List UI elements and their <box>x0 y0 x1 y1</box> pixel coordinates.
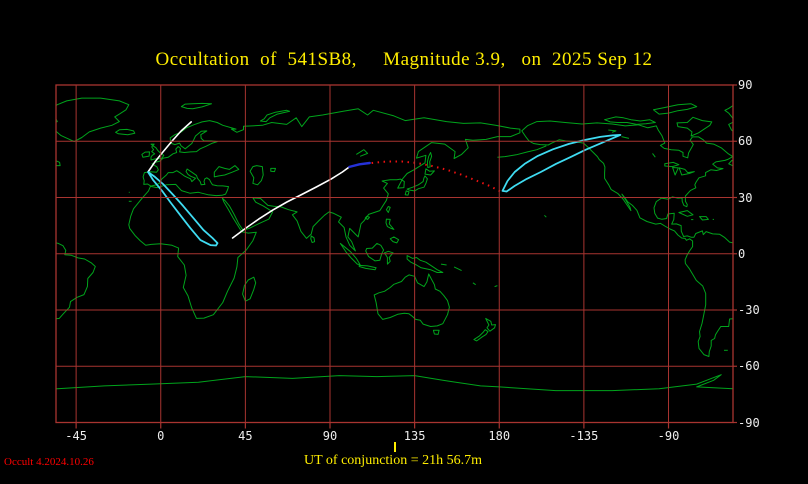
coastline-madagascar <box>242 276 257 302</box>
coastline-lake-michigan <box>0 168 1 176</box>
chart-title: Occultation of 541SB8, Magnitude 3.9, on… <box>155 49 653 70</box>
coastline-sakhalin <box>426 152 433 168</box>
coastline-taiwan <box>385 206 391 213</box>
lon-axis-label: -135 <box>569 429 599 443</box>
map-clipped-layer <box>0 97 808 392</box>
coastline-antarctica <box>56 375 500 390</box>
coastline-cuba <box>2 211 16 217</box>
coastline-svalbard <box>180 102 212 110</box>
axis-ticks <box>75 84 737 429</box>
lon-axis-label: -45 <box>65 429 87 443</box>
coastline-americas <box>521 120 733 357</box>
occultation-star-path-north-limit-west <box>147 121 192 173</box>
coastline-aral-sea <box>270 167 276 173</box>
coastline-vanuatu <box>472 282 476 286</box>
coastline-nz-north <box>485 317 496 332</box>
lat-axis-label: 60 <box>738 134 753 149</box>
coastline-honshu <box>406 175 428 192</box>
occultation-star-path-middle <box>231 166 351 239</box>
coastline-new-guinea <box>406 255 444 273</box>
coastline-lake-superior <box>0 162 2 166</box>
coastline-mindanao <box>389 236 400 244</box>
coastline-newfoundland <box>728 159 733 167</box>
occultation-shadow-loop-east <box>501 133 622 193</box>
coastline-aleutians <box>497 145 547 158</box>
coastline-lake-huron-erie <box>2 168 17 175</box>
coastline-great-slave-lake <box>621 136 630 139</box>
coastline-lake-superior <box>664 161 680 168</box>
coastline-ellesmere <box>653 103 698 115</box>
coastline-black-sea <box>213 165 240 178</box>
coastline-greenland <box>56 97 130 143</box>
lat-axis-label: 0 <box>738 246 746 261</box>
lon-axis-label: 45 <box>238 429 253 443</box>
lon-axis-label: 180 <box>488 429 511 443</box>
coastline-luzon <box>385 218 395 230</box>
coastline-tasmania <box>432 329 440 335</box>
coastline-java <box>358 264 377 271</box>
coastline-baffin-island <box>676 116 713 137</box>
coastline-new-britain <box>440 263 447 266</box>
occultation-path-night-blue <box>348 161 371 169</box>
coastline-lake-huron-erie <box>678 167 695 176</box>
coastline-hainan <box>364 215 370 220</box>
coastline-baffin-island <box>0 117 35 136</box>
coastline-ellesmere <box>0 104 20 114</box>
lat-axis-label: -60 <box>738 359 760 374</box>
lon-axis-label: 90 <box>322 429 338 443</box>
coastline-cuba <box>678 210 694 217</box>
coastline-iceland <box>793 129 808 134</box>
coastline-americas <box>56 156 96 320</box>
coastline-borneo <box>365 242 385 262</box>
lat-axis-label: 30 <box>738 190 753 205</box>
coastline-novaya-zemlya <box>259 109 291 123</box>
lat-axis-label: -90 <box>738 415 760 430</box>
coastline-lake-baikal <box>356 149 369 157</box>
coastline-hawaii <box>544 214 547 218</box>
occultation-path-daylight-dotted <box>371 160 502 193</box>
coastline-solomons <box>453 266 462 272</box>
coastline-hispaniola <box>699 216 709 221</box>
coastline-caspian-sea <box>249 165 264 186</box>
coastline-sri-lanka <box>310 235 316 243</box>
coastline-lake-winnipeg <box>652 153 656 158</box>
conjunction-time-label: UT of conjunction = 21h 56.7m <box>304 453 482 468</box>
coastline-iceland <box>115 128 136 136</box>
coastline-antarctica <box>499 374 733 392</box>
coastline-afro-eurasia <box>128 108 521 319</box>
lon-axis-label: 0 <box>157 429 165 443</box>
lat-axis-label: -30 <box>738 303 760 317</box>
coastline-hokkaido <box>424 168 435 176</box>
occultation-shadow-loop-west <box>147 171 219 247</box>
conjunction-longitude-tick <box>394 442 397 452</box>
coastline-hispaniola <box>23 217 32 220</box>
lon-axis-label: -90 <box>657 429 680 443</box>
coastline-fiji <box>494 285 498 288</box>
coastline-lake-michigan <box>672 167 679 176</box>
graticule <box>56 85 733 423</box>
coastline-newfoundland <box>56 160 61 167</box>
software-version-label: Occult 4.2024.10.26 <box>4 456 94 468</box>
coastline-nz-south <box>473 329 489 342</box>
coastline-australia <box>373 273 450 327</box>
coastline-great-bear-lake <box>608 129 617 133</box>
coastline-ireland <box>141 151 150 158</box>
coastline-canadian-arctic-islands <box>604 116 656 125</box>
lat-axis-label: 90 <box>738 78 753 92</box>
coastline-sulawesi <box>384 250 394 265</box>
coastline-kyushu <box>404 190 410 196</box>
lon-axis-label: 135 <box>403 429 426 443</box>
coastline-britain <box>150 143 165 161</box>
